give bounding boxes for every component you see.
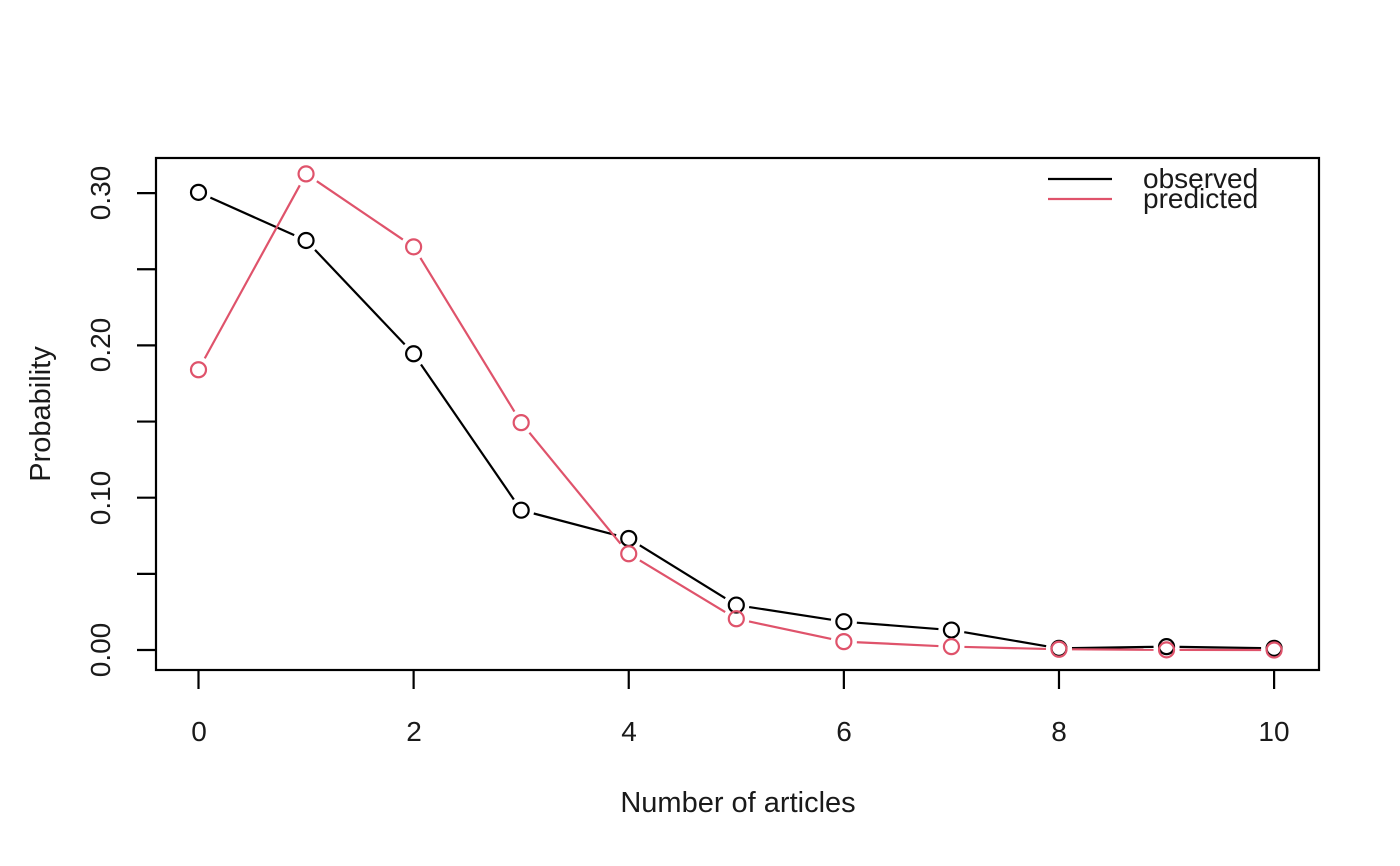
observed-segment [1071, 645, 1154, 650]
observed-segment [209, 196, 295, 237]
legend-label-observed: observed [1143, 163, 1258, 194]
observed-point [297, 231, 315, 250]
observed-point [835, 613, 853, 631]
predicted-segment [528, 431, 622, 545]
axis-ticks [137, 192, 1276, 689]
x-tick-label-10: 10 [1258, 716, 1289, 747]
predicted-segment [964, 645, 1047, 651]
predicted-point [405, 238, 423, 256]
predicted-segment [856, 641, 939, 648]
observed-series [189, 183, 1283, 657]
y-tick-label-030: 0.30 [85, 166, 116, 221]
observed-segment [856, 621, 939, 631]
predicted-point [189, 361, 208, 379]
y-tick-label-020: 0.20 [85, 318, 116, 373]
x-axis-tick-labels: 0 2 4 6 8 10 [191, 716, 1289, 747]
observed-point [405, 345, 423, 363]
observed-segment [1179, 645, 1262, 650]
x-axis-title: Number of articles [620, 787, 855, 819]
predicted-segment [419, 257, 516, 413]
observed-point [620, 529, 638, 548]
predicted-point [835, 633, 853, 651]
predicted-point [942, 638, 961, 656]
x-tick-label-0: 0 [191, 716, 207, 747]
y-tick-label-010: 0.10 [85, 471, 116, 526]
legend-label-predicted: predicted [1143, 183, 1258, 214]
observed-point [727, 596, 745, 614]
observed-segment [533, 512, 617, 537]
x-tick-label-2: 2 [406, 716, 422, 747]
predicted-point [1265, 641, 1283, 659]
observed-point [189, 183, 208, 201]
observed-point [512, 501, 530, 519]
observed-segment [964, 631, 1047, 648]
plot-box [154, 156, 1321, 672]
predicted-point [512, 414, 530, 432]
legend: observed predicted [1048, 163, 1258, 214]
x-tick-label-4: 4 [621, 716, 637, 747]
observed-segment [314, 249, 406, 346]
y-axis-tick-labels: 0.00 0.10 0.20 0.30 [85, 166, 116, 678]
predicted-point [620, 545, 638, 563]
predicted-point [297, 165, 315, 183]
x-tick-label-6: 6 [836, 716, 852, 747]
predicted-segment [316, 180, 404, 241]
predicted-point [1157, 641, 1176, 659]
y-tick-label-000: 0.00 [85, 623, 116, 678]
predicted-point [1050, 640, 1068, 658]
observed-segment [420, 363, 515, 501]
predicted-segment [639, 559, 726, 613]
x-tick-label-8: 8 [1051, 716, 1067, 747]
observed-segment [639, 544, 726, 600]
y-axis-title: Probability [25, 346, 57, 482]
predicted-series [189, 165, 1283, 659]
observed-segment [748, 605, 832, 621]
predicted-segment [203, 184, 301, 359]
observed-point [942, 621, 961, 639]
predicted-segment [748, 620, 832, 640]
data-series [189, 165, 1283, 659]
predicted-point [727, 610, 745, 628]
